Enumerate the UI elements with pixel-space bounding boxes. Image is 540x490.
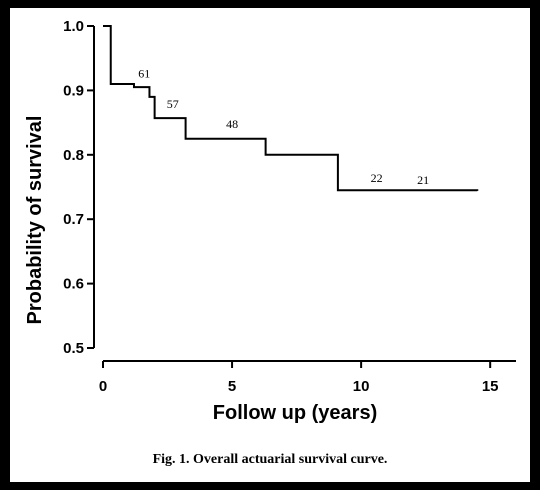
y-tick-label: 1.0 <box>63 18 84 35</box>
y-tick-label: 0.7 <box>63 211 84 228</box>
x-axis-label: Follow up (years) <box>213 402 377 424</box>
y-tick-label: 0.6 <box>63 276 84 293</box>
figure-caption: Fig. 1. Overall actuarial survival curve… <box>152 452 388 467</box>
at-risk-label: 61 <box>138 67 150 81</box>
at-risk-label: 21 <box>417 173 429 187</box>
y-tick-label: 0.5 <box>63 340 84 357</box>
x-tick-label: 15 <box>482 378 499 395</box>
x-tick-label: 5 <box>228 378 236 395</box>
x-axis: 0 5 10 15 <box>99 360 516 395</box>
at-risk-label: 48 <box>226 117 238 131</box>
y-axis: 0.5 0.6 0.7 0.8 0.9 1.0 <box>63 18 95 357</box>
series-group <box>103 25 479 192</box>
at-risk-label: 22 <box>371 171 383 185</box>
annotations-group: 61 57 48 22 21 <box>138 67 429 187</box>
x-tick-label: 0 <box>99 378 107 395</box>
at-risk-label: 57 <box>167 97 179 111</box>
y-axis-label: Probability of survival <box>24 116 46 325</box>
chart-panel: 0.5 0.6 0.7 0.8 0.9 1.0 0 5 10 15 61 57 48 22 21 Pro… <box>10 8 530 482</box>
survival-chart: 0.5 0.6 0.7 0.8 0.9 1.0 0 5 10 15 61 57 48 22 21 Pro… <box>24 18 516 424</box>
x-tick-label: 10 <box>353 378 370 395</box>
y-tick-label: 0.8 <box>63 147 84 164</box>
survival-step-line <box>103 25 479 192</box>
y-tick-label: 0.9 <box>63 82 84 99</box>
